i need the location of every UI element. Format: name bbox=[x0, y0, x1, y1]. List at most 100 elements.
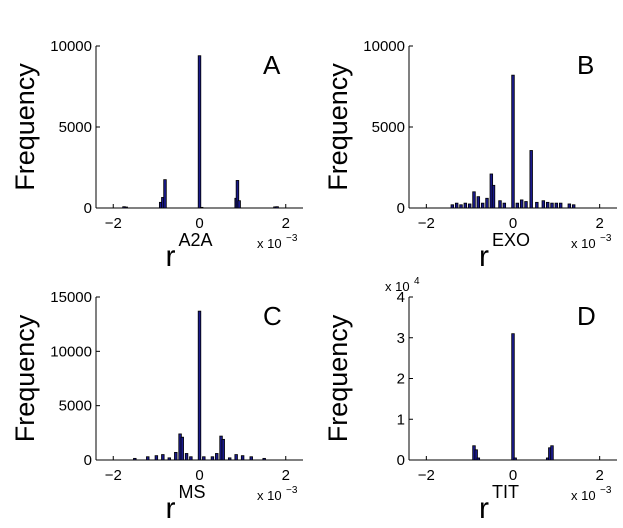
y-tick-label: 5000 bbox=[372, 119, 405, 136]
histogram-bar bbox=[161, 454, 165, 461]
histogram-bar bbox=[463, 202, 468, 209]
histogram-bar bbox=[519, 199, 524, 209]
x-multiplier: x 10 bbox=[257, 236, 282, 251]
panel-letter: D bbox=[577, 301, 596, 331]
histogram-bar bbox=[133, 457, 137, 461]
histogram-bar bbox=[498, 200, 502, 209]
histogram-bar bbox=[541, 200, 546, 209]
x-tick-label: −2 bbox=[418, 215, 435, 232]
y-tick-label: 0 bbox=[397, 200, 405, 217]
x-multiplier: x 10 bbox=[571, 488, 596, 503]
histogram-bar bbox=[476, 196, 481, 209]
y-tick-label: 15000 bbox=[50, 289, 92, 306]
histogram-bar bbox=[558, 202, 563, 209]
histogram-bar bbox=[467, 203, 472, 209]
y-axis-label: Frequency bbox=[323, 314, 353, 442]
histogram-bar bbox=[163, 179, 167, 209]
x-tick-label: 0 bbox=[195, 467, 203, 484]
y-tick-label: 10000 bbox=[363, 38, 405, 55]
x-tick-label: 2 bbox=[282, 467, 290, 484]
y-axis-label: Frequency bbox=[10, 63, 40, 191]
y-axis-label: Frequency bbox=[10, 314, 40, 442]
y-multiplier-exponent: 4 bbox=[414, 276, 420, 287]
histogram-bar bbox=[197, 55, 202, 209]
histogram-bar bbox=[262, 457, 266, 461]
histogram-bar bbox=[221, 438, 225, 461]
y-tick-label: 1 bbox=[397, 411, 405, 428]
histogram-bar bbox=[199, 206, 204, 209]
x-axis-label-superscript: EXO bbox=[492, 230, 530, 250]
histogram-bar bbox=[184, 453, 189, 461]
x-axis-label-superscript: MS bbox=[179, 482, 206, 502]
y-axis-label: Frequency bbox=[323, 63, 353, 191]
histogram-bar bbox=[249, 456, 253, 461]
histogram-bar bbox=[215, 453, 219, 461]
histogram-bar bbox=[197, 310, 202, 461]
histogram-bar bbox=[124, 206, 128, 209]
histogram-bar bbox=[174, 451, 178, 461]
x-tick-label: −2 bbox=[105, 467, 122, 484]
y-tick-label: 5000 bbox=[59, 119, 92, 136]
histogram-bar bbox=[571, 204, 576, 209]
histogram-bar bbox=[535, 201, 539, 209]
y-tick-label: 0 bbox=[84, 452, 92, 469]
x-multiplier-exponent: −3 bbox=[600, 233, 612, 244]
panel-a: 0 5000 10000 −2 0 2 Frequency r A2A x 10 −3 A bbox=[10, 38, 303, 273]
histogram-bar bbox=[240, 455, 245, 461]
histogram-bar bbox=[515, 202, 520, 209]
y-tick-label: 0 bbox=[84, 200, 92, 217]
histogram-bar bbox=[275, 206, 279, 209]
histogram-bar bbox=[202, 456, 206, 461]
histogram-bar bbox=[567, 203, 572, 209]
panel-letter: B bbox=[577, 50, 594, 80]
histogram-bar bbox=[167, 457, 172, 461]
histogram-bar bbox=[511, 333, 515, 461]
panel-c: 0 5000 10000 15000 −2 0 2 Frequency r MS x 10 −3 C bbox=[10, 289, 303, 525]
x-multiplier: x 10 bbox=[571, 236, 596, 251]
histogram-bar bbox=[450, 204, 455, 209]
histogram-bar bbox=[554, 202, 559, 209]
y-multiplier: x 10 bbox=[385, 279, 410, 294]
histogram-bar bbox=[180, 436, 184, 461]
histogram-bar bbox=[513, 457, 517, 461]
histogram-bar bbox=[502, 202, 507, 209]
histogram-bar bbox=[210, 456, 215, 461]
histogram-bar bbox=[235, 180, 240, 209]
panel-b: 0 5000 10000 −2 0 2 Frequency r EXO x 10 −3 B bbox=[323, 38, 617, 273]
histogram-bar bbox=[459, 204, 463, 209]
histogram-bar bbox=[529, 150, 533, 209]
histogram-bar bbox=[550, 445, 554, 461]
x-axis-label-base: r bbox=[479, 240, 489, 273]
y-tick-label: 3 bbox=[397, 330, 405, 347]
histogram-bar bbox=[237, 200, 241, 209]
x-axis-label-base: r bbox=[166, 240, 176, 273]
histogram-bar bbox=[234, 454, 238, 461]
histogram-bar bbox=[524, 201, 528, 209]
histogram-bar bbox=[472, 191, 476, 209]
x-tick-label: 2 bbox=[595, 467, 603, 484]
x-multiplier: x 10 bbox=[257, 488, 282, 503]
x-multiplier-exponent: −3 bbox=[286, 233, 298, 244]
histogram-bar bbox=[480, 202, 485, 209]
y-tick-label: 10000 bbox=[50, 38, 92, 55]
x-axis-label-superscript: A2A bbox=[179, 230, 213, 250]
histogram-bar bbox=[476, 457, 481, 461]
x-multiplier-exponent: −3 bbox=[286, 485, 298, 496]
histogram-bar bbox=[189, 456, 193, 461]
y-tick-label: 4 bbox=[397, 289, 405, 306]
x-axis-label-base: r bbox=[479, 492, 489, 525]
histogram-bar bbox=[511, 74, 515, 209]
x-axis-label-base: r bbox=[166, 492, 176, 525]
y-tick-label: 10000 bbox=[50, 343, 92, 360]
histogram-bar bbox=[227, 457, 232, 461]
histogram-bar bbox=[550, 202, 554, 209]
histogram-bar bbox=[146, 456, 150, 461]
x-tick-label: 0 bbox=[509, 215, 517, 232]
panel-letter: C bbox=[263, 301, 282, 331]
histogram-bar bbox=[485, 197, 489, 209]
y-tick-label: 5000 bbox=[59, 398, 92, 415]
x-tick-label: −2 bbox=[105, 215, 122, 232]
histogram-bar bbox=[454, 202, 459, 209]
